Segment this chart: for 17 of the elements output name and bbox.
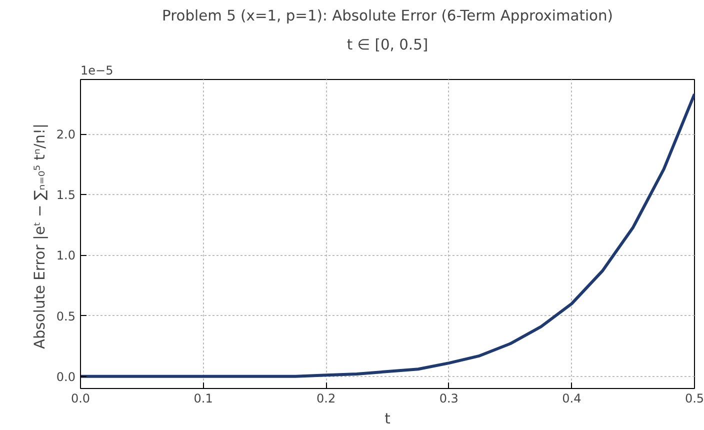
x-axis-title: t xyxy=(384,410,391,428)
chart-subtitle: t ∈ [0, 0.5] xyxy=(346,36,428,54)
x-tick-label: 0.2 xyxy=(316,392,336,406)
x-tick-label: 0.3 xyxy=(439,392,458,406)
x-tick-label: 0.4 xyxy=(562,392,582,406)
x-tick-label: 0.5 xyxy=(684,392,704,406)
x-tick-label: 0.0 xyxy=(70,392,90,406)
y-tick-label: 1.5 xyxy=(56,188,76,202)
y-axis-title: Absolute Error |eᵗ − ∑ₙ₌₀⁵ tⁿ/n!| xyxy=(31,124,48,350)
text: 1e−5 xyxy=(80,64,114,78)
y-tick-label: 1.0 xyxy=(56,248,76,263)
line-series xyxy=(80,92,694,378)
y-tick-label: 2.0 xyxy=(56,128,76,142)
y-tick-label: 0.0 xyxy=(56,370,76,384)
x-tick-label: 0.1 xyxy=(194,392,213,406)
y-tick-label: 0.5 xyxy=(56,309,76,324)
chart-title: Problem 5 (x=1, p=1): Absolute Error (6-Term Approximation) xyxy=(162,8,614,24)
